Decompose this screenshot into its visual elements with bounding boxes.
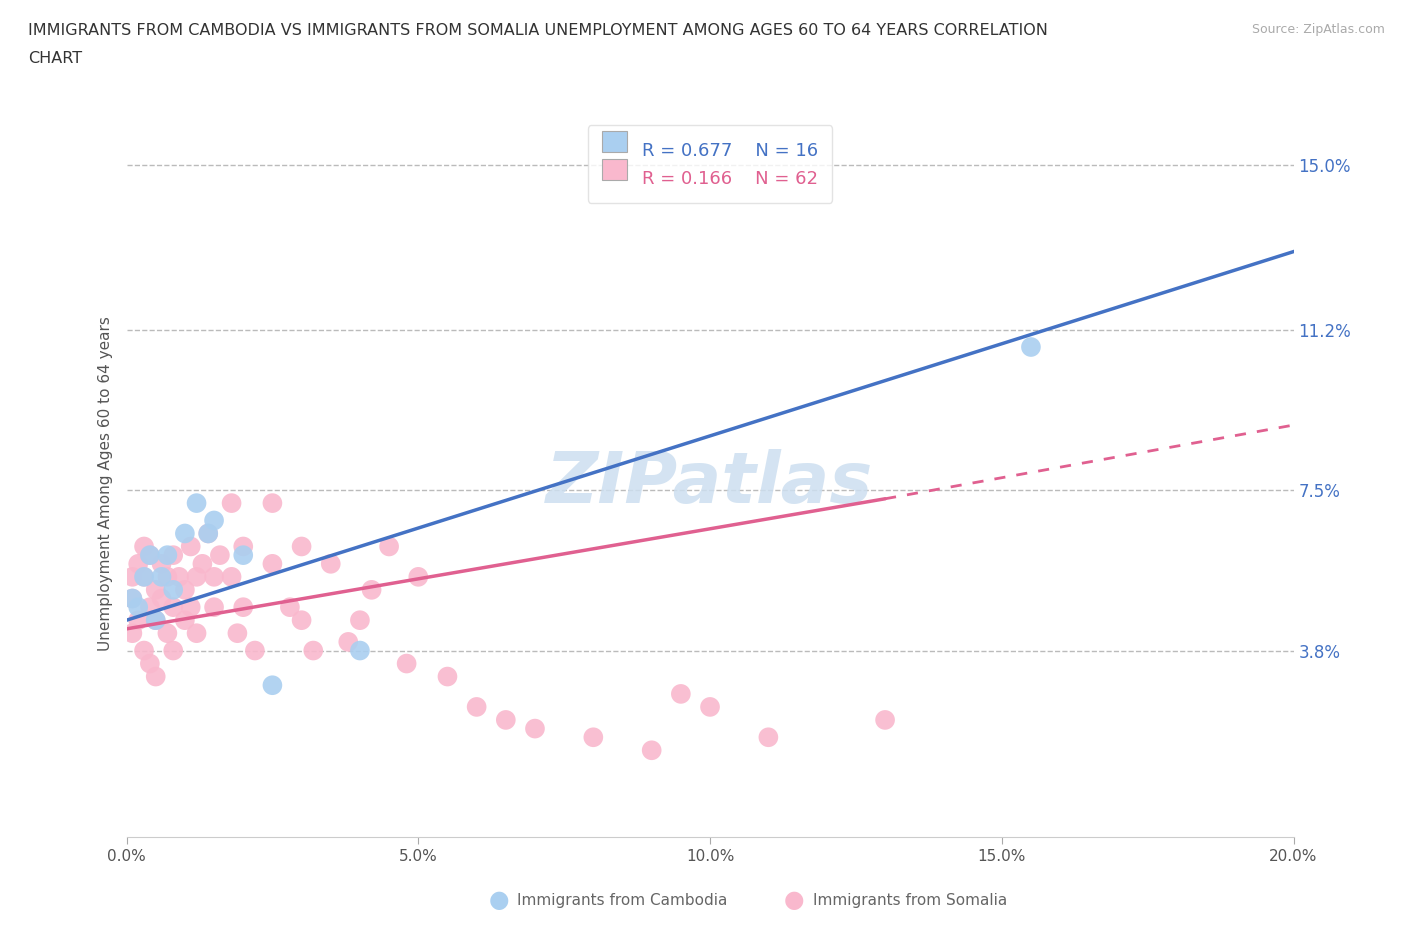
Point (132, 569, 155, 584)
Text: ZIPatlas: ZIPatlas (547, 449, 873, 518)
Point (232, 548, 254, 563)
Point (145, 582, 167, 597)
Point (174, 613, 197, 628)
Point (121, 569, 143, 584)
Point (162, 582, 184, 597)
Point (262, 678, 284, 693)
Point (756, 730, 779, 745)
Point (150, 591, 173, 606)
Point (436, 669, 458, 684)
Point (875, 712, 897, 727)
Point (221, 569, 243, 584)
Point (349, 644, 371, 658)
Point (121, 591, 143, 606)
Point (121, 591, 143, 606)
Point (132, 539, 155, 554)
Point (156, 569, 179, 584)
Point (150, 569, 173, 584)
Text: CHART: CHART (28, 51, 82, 66)
Point (524, 721, 547, 736)
Point (145, 669, 167, 684)
Point (132, 644, 155, 658)
Point (139, 548, 162, 563)
Point (186, 496, 208, 511)
Point (167, 569, 190, 584)
Point (145, 613, 167, 628)
Point (232, 539, 254, 554)
Text: Immigrants from Somalia: Immigrants from Somalia (813, 893, 1007, 908)
Point (669, 686, 692, 701)
Point (337, 634, 360, 649)
Point (243, 644, 266, 658)
Point (186, 626, 208, 641)
Text: ●: ● (489, 888, 509, 912)
Point (495, 712, 517, 727)
Point (699, 699, 721, 714)
Point (262, 556, 284, 571)
Point (121, 626, 143, 641)
Point (290, 539, 312, 554)
Point (174, 526, 197, 541)
Point (174, 582, 197, 597)
Point (180, 600, 202, 615)
Point (162, 600, 184, 615)
Text: ●: ● (785, 888, 804, 912)
Point (232, 600, 254, 615)
Point (150, 556, 173, 571)
Point (360, 582, 382, 597)
Y-axis label: Unemployment Among Ages 60 to 64 years: Unemployment Among Ages 60 to 64 years (97, 316, 112, 651)
Point (127, 556, 149, 571)
Point (208, 548, 231, 563)
Point (127, 613, 149, 628)
Text: Source: ZipAtlas.com: Source: ZipAtlas.com (1251, 23, 1385, 36)
Point (290, 613, 312, 628)
Point (186, 569, 208, 584)
Point (191, 556, 214, 571)
Point (408, 569, 430, 584)
Legend: R = 0.677    N = 16, R = 0.166    N = 62: R = 0.677 N = 16, R = 0.166 N = 62 (588, 126, 832, 203)
Point (378, 539, 401, 554)
Point (302, 644, 325, 658)
Point (162, 644, 184, 658)
Point (1019, 339, 1042, 354)
Point (180, 539, 202, 554)
Point (226, 626, 249, 641)
Point (139, 548, 162, 563)
Text: IMMIGRANTS FROM CAMBODIA VS IMMIGRANTS FROM SOMALIA UNEMPLOYMENT AMONG AGES 60 T: IMMIGRANTS FROM CAMBODIA VS IMMIGRANTS F… (28, 23, 1047, 38)
Point (640, 743, 664, 758)
Point (262, 496, 284, 511)
Point (465, 699, 488, 714)
Point (145, 613, 167, 628)
Point (202, 513, 225, 528)
Point (221, 496, 243, 511)
Point (349, 613, 371, 628)
Point (202, 600, 225, 615)
Point (132, 569, 155, 584)
Point (197, 526, 219, 541)
Point (127, 600, 149, 615)
Text: Immigrants from Cambodia: Immigrants from Cambodia (517, 893, 728, 908)
Point (162, 548, 184, 563)
Point (582, 730, 605, 745)
Point (156, 548, 179, 563)
Point (202, 569, 225, 584)
Point (395, 656, 418, 671)
Point (278, 600, 301, 615)
Point (139, 600, 162, 615)
Point (156, 626, 179, 641)
Point (139, 656, 162, 671)
Point (319, 556, 342, 571)
Point (197, 526, 219, 541)
